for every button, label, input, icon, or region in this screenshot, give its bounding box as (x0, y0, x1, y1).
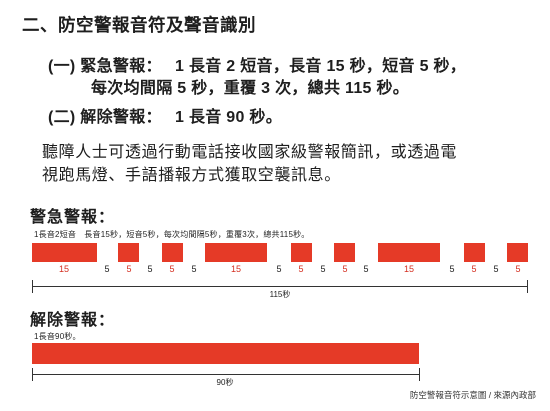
emergency-segment-label: 5 (449, 264, 455, 274)
emergency-diagram-description: 1長音2短音 長音15秒，短音5秒，每次均間隔5秒，重覆3次，總共115秒。 (34, 230, 310, 239)
allclear-long-tone-bar (32, 343, 419, 364)
allclear-axis-line (32, 374, 420, 375)
emergency-segment-label: 5 (191, 264, 197, 274)
emergency-alarm-text-line2: 每次均間隔 5 秒，重覆 3 次，總共 115 秒。 (91, 80, 410, 97)
emergency-tone-bar (32, 243, 97, 262)
all-clear-label: (二) 解除警報： (48, 109, 162, 126)
figure-credit: 防空警報音符示意圖 / 來源內政部 (409, 390, 536, 400)
section-title: 二、防空警報音符及聲音識別 (22, 15, 256, 35)
emergency-segment-label: 15 (403, 264, 414, 274)
all-clear-text: 1 長音 90 秒。 (175, 109, 283, 126)
emergency-tone-bar (334, 243, 355, 262)
emergency-segment-label: 5 (471, 264, 477, 274)
emergency-segment-label: 5 (147, 264, 153, 274)
emergency-tone-bar (118, 243, 139, 262)
allclear-diagram-title: 解除警報： (30, 312, 116, 329)
emergency-alarm-text-line1: 1 長音 2 短音，長音 15 秒，短音 5 秒， (175, 58, 467, 75)
emergency-segment-label: 5 (320, 264, 326, 274)
emergency-segment-label: 5 (342, 264, 348, 274)
emergency-tone-bar (291, 243, 312, 262)
emergency-segment-label: 5 (493, 264, 499, 274)
emergency-tone-bar (162, 243, 183, 262)
emergency-segment-label: 5 (126, 264, 132, 274)
notice-line1: 聽障人士可透過行動電話接收國家級警報簡訊，或透過電 (42, 144, 458, 161)
emergency-alarm-label: (一) 緊急警報： (48, 58, 162, 75)
allclear-total-label: 90秒 (216, 378, 234, 387)
allclear-diagram-description: 1長音90秒。 (34, 332, 81, 341)
emergency-diagram-title: 警急警報： (30, 209, 116, 226)
emergency-segment-label: 5 (104, 264, 110, 274)
emergency-segment-label: 5 (515, 264, 521, 274)
emergency-tone-bar (507, 243, 528, 262)
emergency-tone-bar (464, 243, 485, 262)
emergency-segment-label: 5 (169, 264, 175, 274)
emergency-segment-label: 5 (298, 264, 304, 274)
emergency-total-label: 115秒 (269, 290, 291, 299)
emergency-segment-label: 5 (276, 264, 282, 274)
emergency-tone-bar (205, 243, 267, 262)
emergency-segment-label: 15 (58, 264, 69, 274)
emergency-segment-label: 5 (363, 264, 369, 274)
emergency-tone-bar (378, 243, 440, 262)
emergency-axis-line (32, 286, 528, 287)
emergency-segment-label: 15 (230, 264, 241, 274)
notice-line2: 視跑馬燈、手語播報方式獲取空襲訊息。 (42, 167, 341, 184)
